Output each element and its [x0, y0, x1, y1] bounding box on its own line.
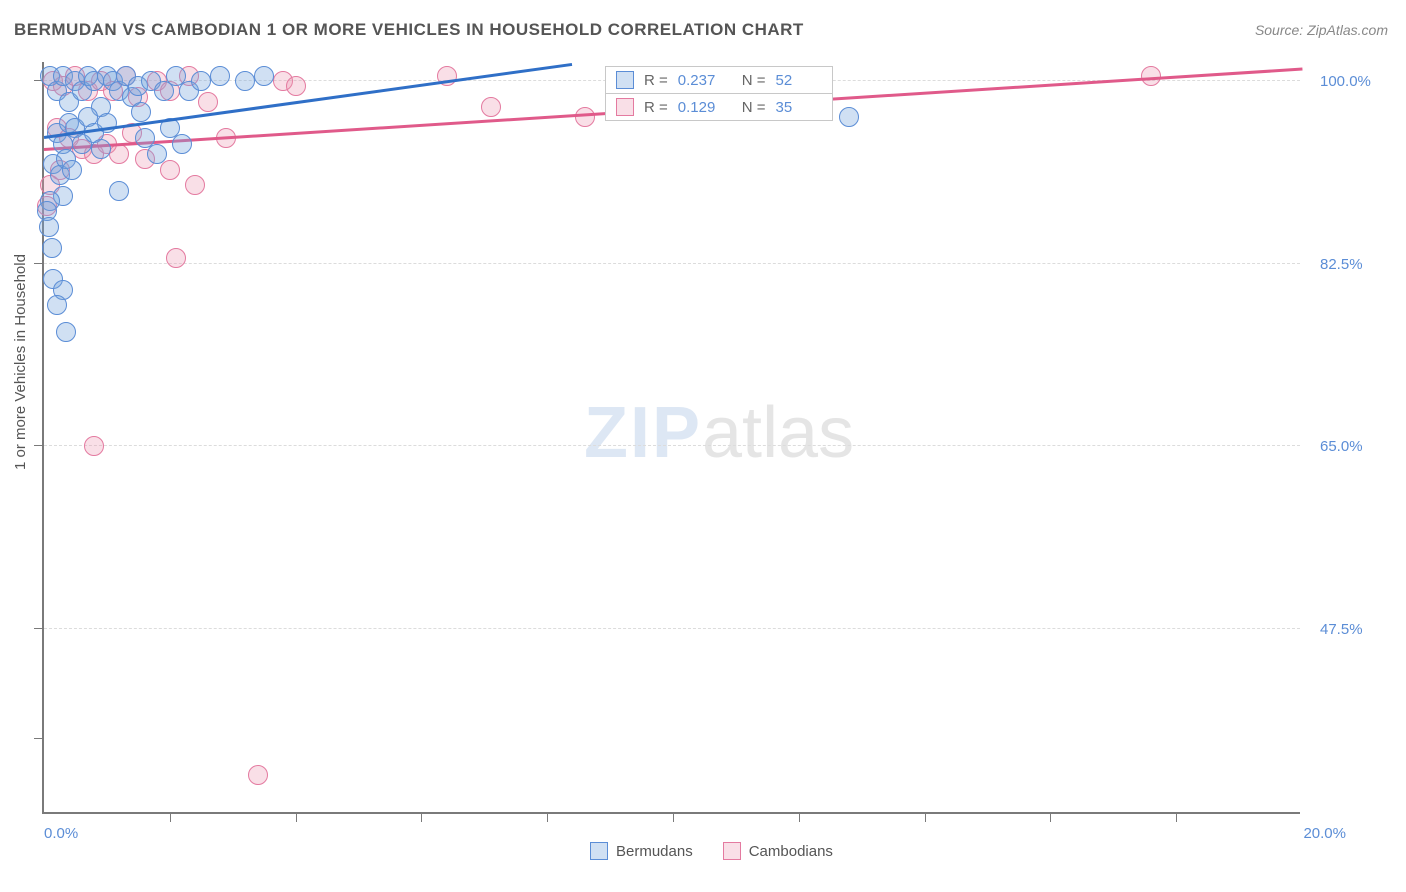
legend-item: Cambodians [723, 842, 833, 860]
scatter-point-bermudans [210, 66, 230, 86]
legend-label: Cambodians [749, 843, 833, 860]
scatter-point-bermudans [91, 139, 111, 159]
stats-row: R = 0.129 N = 35 [606, 94, 832, 120]
x-tick [799, 812, 800, 822]
scatter-point-cambodians [481, 97, 501, 117]
x-tick [421, 812, 422, 822]
scatter-point-bermudans [147, 144, 167, 164]
correlation-stats-box: R = 0.237 N = 52 R = 0.129 N = 35 [605, 66, 833, 121]
x-tick [170, 812, 171, 822]
y-tick-label: 100.0% [1320, 73, 1371, 90]
plot-area: ZIPatlas 47.5%65.0%82.5%100.0%0.0%20.0% [42, 62, 1300, 814]
scatter-point-bermudans [42, 238, 62, 258]
x-tick [673, 812, 674, 822]
x-tick [1050, 812, 1051, 822]
r-label: R = [644, 99, 668, 116]
scatter-point-cambodians [84, 436, 104, 456]
chart-title: BERMUDAN VS CAMBODIAN 1 OR MORE VEHICLES… [14, 20, 804, 40]
n-value: 35 [776, 99, 822, 116]
x-tick [296, 812, 297, 822]
x-tick [925, 812, 926, 822]
x-tick [547, 812, 548, 822]
r-value: 0.129 [678, 99, 724, 116]
stats-swatch [616, 98, 634, 116]
gridline-horizontal [44, 628, 1300, 629]
scatter-point-cambodians [286, 76, 306, 96]
scatter-point-bermudans [62, 160, 82, 180]
scatter-point-bermudans [235, 71, 255, 91]
scatter-point-bermudans [172, 134, 192, 154]
n-value: 52 [776, 72, 822, 89]
gridline-horizontal [44, 263, 1300, 264]
y-tick [34, 263, 44, 264]
scatter-point-cambodians [109, 144, 129, 164]
y-tick [34, 445, 44, 446]
scatter-point-bermudans [47, 295, 67, 315]
scatter-point-cambodians [166, 248, 186, 268]
y-tick-label: 65.0% [1320, 438, 1363, 455]
legend-swatch [590, 842, 608, 860]
gridline-horizontal [44, 445, 1300, 446]
x-axis-max-label: 20.0% [1303, 825, 1346, 842]
legend-label: Bermudans [616, 843, 693, 860]
chart-container: BERMUDAN VS CAMBODIAN 1 OR MORE VEHICLES… [0, 0, 1406, 892]
x-tick [1176, 812, 1177, 822]
r-value: 0.237 [678, 72, 724, 89]
scatter-point-cambodians [248, 765, 268, 785]
legend: Bermudans Cambodians [590, 842, 833, 860]
x-axis-min-label: 0.0% [44, 825, 78, 842]
y-tick-label: 82.5% [1320, 256, 1363, 273]
legend-swatch [723, 842, 741, 860]
y-tick [34, 738, 44, 739]
scatter-point-bermudans [39, 217, 59, 237]
scatter-point-cambodians [575, 107, 595, 127]
legend-item: Bermudans [590, 842, 693, 860]
scatter-point-bermudans [191, 71, 211, 91]
watermark-zip: ZIP [584, 393, 702, 473]
y-tick [34, 628, 44, 629]
y-tick-label: 47.5% [1320, 621, 1363, 638]
scatter-point-bermudans [839, 107, 859, 127]
scatter-point-bermudans [254, 66, 274, 86]
stats-swatch [616, 71, 634, 89]
watermark: ZIPatlas [584, 392, 854, 474]
stats-row: R = 0.237 N = 52 [606, 67, 832, 94]
n-label: N = [742, 99, 766, 116]
scatter-point-cambodians [1141, 66, 1161, 86]
scatter-point-cambodians [160, 160, 180, 180]
y-axis-title: 1 or more Vehicles in Household [12, 254, 29, 470]
watermark-atlas: atlas [702, 393, 854, 473]
scatter-point-bermudans [131, 102, 151, 122]
scatter-point-cambodians [185, 175, 205, 195]
scatter-point-cambodians [198, 92, 218, 112]
scatter-point-bermudans [56, 322, 76, 342]
source-attribution: Source: ZipAtlas.com [1255, 22, 1388, 38]
n-label: N = [742, 72, 766, 89]
scatter-point-bermudans [109, 181, 129, 201]
r-label: R = [644, 72, 668, 89]
